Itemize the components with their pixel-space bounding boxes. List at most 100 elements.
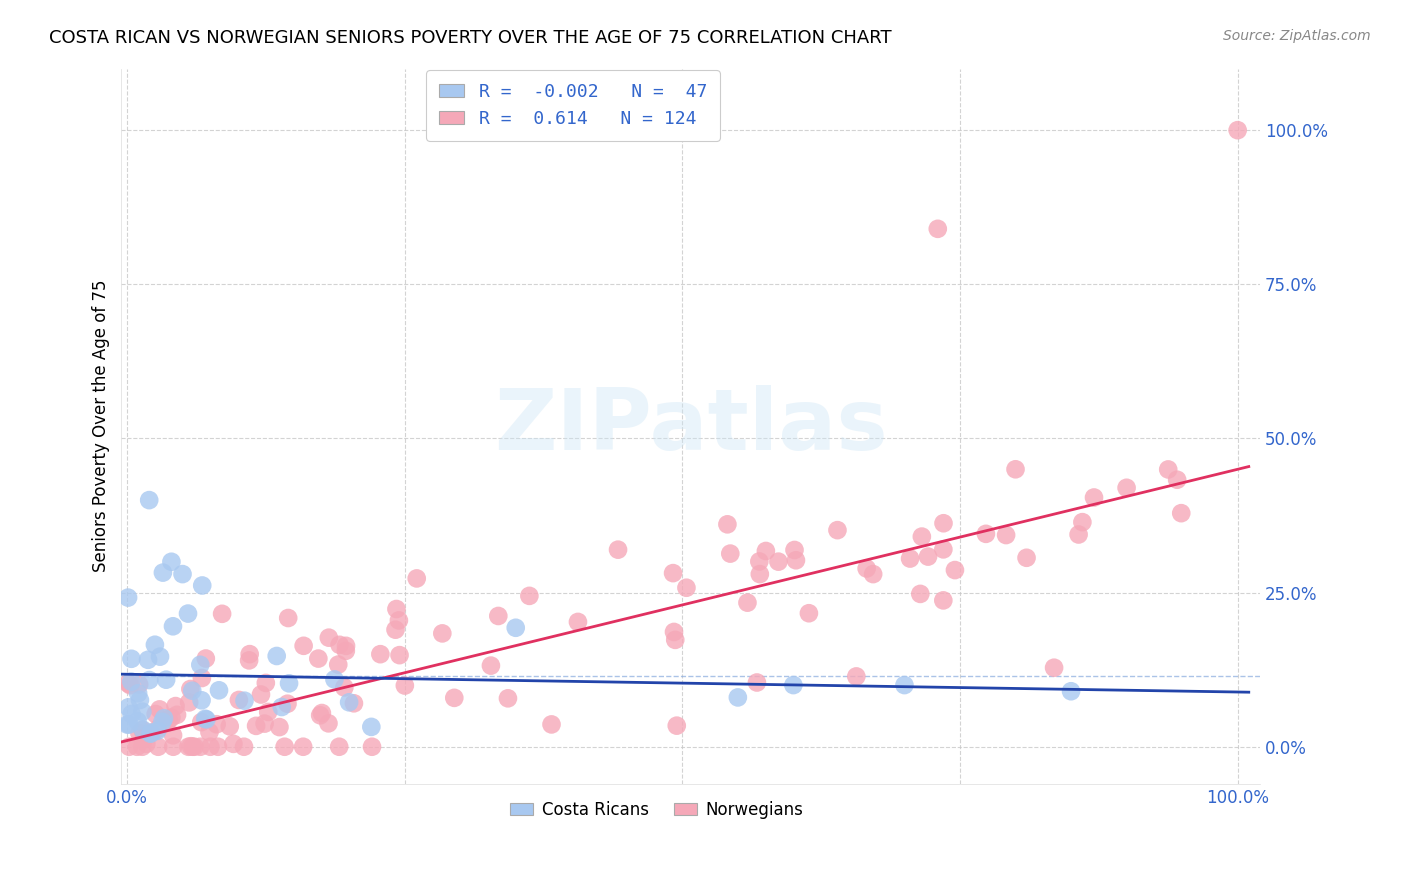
Point xyxy=(665,719,688,733)
Point xyxy=(343,696,366,710)
Point xyxy=(974,526,997,541)
Point xyxy=(177,739,200,754)
Point xyxy=(748,567,770,582)
Point xyxy=(329,638,352,652)
Point xyxy=(662,566,685,581)
Point xyxy=(153,711,176,725)
Point xyxy=(335,639,357,653)
Point xyxy=(218,719,240,733)
Point xyxy=(1170,506,1192,520)
Point xyxy=(180,739,202,754)
Point xyxy=(139,725,162,739)
Point xyxy=(927,222,949,236)
Point xyxy=(191,578,214,592)
Point xyxy=(233,739,256,754)
Point xyxy=(139,727,162,741)
Point xyxy=(257,705,280,719)
Point xyxy=(188,739,211,754)
Point xyxy=(146,722,169,736)
Point xyxy=(233,694,256,708)
Point xyxy=(157,713,180,727)
Point xyxy=(567,615,589,629)
Point xyxy=(194,651,217,665)
Point xyxy=(166,707,188,722)
Point xyxy=(131,723,153,738)
Point xyxy=(125,739,148,754)
Point xyxy=(797,606,820,620)
Point xyxy=(328,657,350,672)
Point xyxy=(893,678,915,692)
Point xyxy=(117,700,139,714)
Point xyxy=(131,705,153,719)
Text: ZIPatlas: ZIPatlas xyxy=(494,384,887,467)
Point xyxy=(755,544,778,558)
Text: Source: ZipAtlas.com: Source: ZipAtlas.com xyxy=(1223,29,1371,43)
Point xyxy=(675,581,697,595)
Point xyxy=(276,697,298,711)
Point xyxy=(370,647,392,661)
Point xyxy=(1060,684,1083,698)
Point xyxy=(318,631,340,645)
Point xyxy=(152,566,174,580)
Point xyxy=(222,737,245,751)
Point xyxy=(782,678,804,692)
Point xyxy=(1067,527,1090,541)
Point xyxy=(121,706,143,721)
Point xyxy=(607,542,630,557)
Point xyxy=(519,589,541,603)
Point xyxy=(162,619,184,633)
Point xyxy=(183,739,205,754)
Point xyxy=(1226,123,1249,137)
Point xyxy=(898,551,921,566)
Point xyxy=(148,739,170,754)
Point xyxy=(188,657,211,672)
Point xyxy=(179,695,201,709)
Point xyxy=(254,676,277,690)
Point xyxy=(1115,481,1137,495)
Point xyxy=(505,621,527,635)
Point xyxy=(266,648,288,663)
Point xyxy=(664,632,686,647)
Point xyxy=(932,593,955,607)
Point xyxy=(328,739,350,754)
Point xyxy=(145,706,167,721)
Point xyxy=(127,686,149,700)
Point xyxy=(239,647,262,661)
Point xyxy=(917,549,939,564)
Point xyxy=(179,681,201,696)
Point xyxy=(205,717,228,731)
Point xyxy=(160,555,183,569)
Point xyxy=(540,717,562,731)
Point xyxy=(385,602,408,616)
Point xyxy=(181,683,204,698)
Point xyxy=(134,730,156,744)
Point xyxy=(155,673,177,687)
Point xyxy=(748,554,770,568)
Point xyxy=(195,713,218,727)
Point xyxy=(278,676,301,690)
Point xyxy=(1004,462,1026,476)
Point xyxy=(120,674,142,689)
Point xyxy=(335,644,357,658)
Point xyxy=(745,675,768,690)
Point xyxy=(181,739,204,754)
Text: COSTA RICAN VS NORWEGIAN SENIORS POVERTY OVER THE AGE OF 75 CORRELATION CHART: COSTA RICAN VS NORWEGIAN SENIORS POVERTY… xyxy=(49,29,891,46)
Point xyxy=(117,591,139,605)
Point xyxy=(727,690,749,705)
Point xyxy=(132,732,155,747)
Point xyxy=(1015,550,1038,565)
Point xyxy=(932,542,955,557)
Point xyxy=(118,717,141,731)
Point xyxy=(737,596,759,610)
Point xyxy=(128,677,150,691)
Point xyxy=(129,693,152,707)
Y-axis label: Seniors Poverty Over the Age of 75: Seniors Poverty Over the Age of 75 xyxy=(93,280,110,573)
Point xyxy=(1157,462,1180,476)
Point xyxy=(911,530,934,544)
Point xyxy=(827,523,849,537)
Point xyxy=(128,726,150,740)
Point xyxy=(307,651,329,665)
Point xyxy=(323,673,346,687)
Point xyxy=(932,516,955,531)
Point xyxy=(200,739,222,754)
